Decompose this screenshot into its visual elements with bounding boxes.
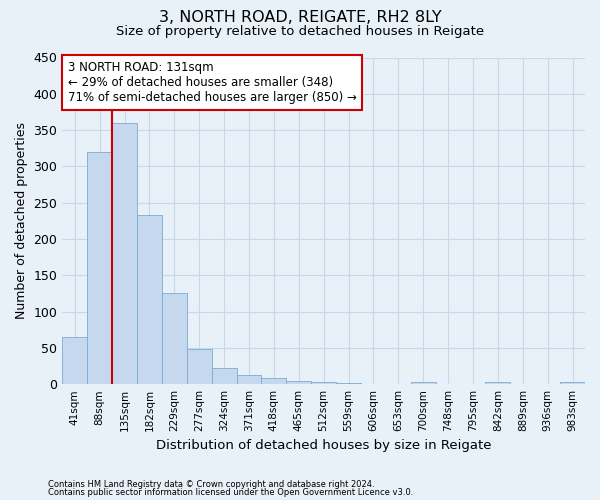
Text: Size of property relative to detached houses in Reigate: Size of property relative to detached ho…	[116, 25, 484, 38]
Bar	[411, 382, 436, 384]
Bar	[212, 368, 236, 384]
Text: 3, NORTH ROAD, REIGATE, RH2 8LY: 3, NORTH ROAD, REIGATE, RH2 8LY	[158, 10, 442, 25]
Text: Contains public sector information licensed under the Open Government Licence v3: Contains public sector information licen…	[48, 488, 413, 497]
Y-axis label: Number of detached properties: Number of detached properties	[15, 122, 28, 320]
Bar	[236, 374, 262, 384]
X-axis label: Distribution of detached houses by size in Reigate: Distribution of detached houses by size …	[156, 440, 491, 452]
Bar	[286, 380, 311, 384]
Bar	[262, 378, 286, 384]
Bar	[137, 215, 162, 384]
Bar	[485, 382, 511, 384]
Bar	[62, 337, 87, 384]
Bar	[560, 382, 585, 384]
Bar	[311, 382, 336, 384]
Bar	[112, 123, 137, 384]
Text: 3 NORTH ROAD: 131sqm
← 29% of detached houses are smaller (348)
71% of semi-deta: 3 NORTH ROAD: 131sqm ← 29% of detached h…	[68, 61, 356, 104]
Text: Contains HM Land Registry data © Crown copyright and database right 2024.: Contains HM Land Registry data © Crown c…	[48, 480, 374, 489]
Bar	[87, 152, 112, 384]
Bar	[162, 294, 187, 384]
Bar	[187, 348, 212, 384]
